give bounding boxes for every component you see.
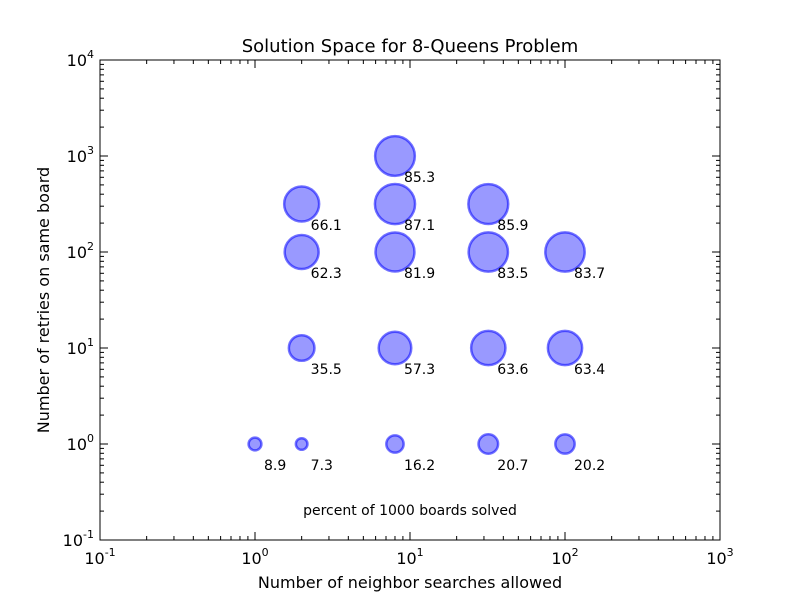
plot-frame xyxy=(99,59,721,541)
data-label: 57.3 xyxy=(404,362,435,378)
data-point xyxy=(467,182,510,226)
data-label: 87.1 xyxy=(404,218,435,234)
data-point xyxy=(467,231,510,273)
axis-ticks: 10-1 100 101 102 103 10-1 100 101 102 103 104 xyxy=(63,48,734,568)
data-point xyxy=(469,329,507,367)
data-label: 35.5 xyxy=(311,362,342,378)
data-point xyxy=(294,436,309,452)
y-tick-label: 104 xyxy=(67,48,94,70)
data-point xyxy=(477,432,500,456)
chart-annotation: percent of 1000 boards solved xyxy=(303,503,517,519)
plot-area xyxy=(99,59,721,541)
data-point xyxy=(377,330,413,366)
x-tick-label: 101 xyxy=(396,546,423,568)
data-point xyxy=(546,329,584,367)
y-tick-label: 10-1 xyxy=(63,528,94,550)
data-point xyxy=(247,436,263,452)
chart-title: Solution Space for 8-Queens Problem xyxy=(242,36,579,57)
data-points xyxy=(247,134,586,456)
data-label: 83.7 xyxy=(574,266,605,282)
data-point xyxy=(554,433,576,455)
x-axis-label: Number of neighbor searches allowed xyxy=(258,573,562,592)
x-tick-label: 102 xyxy=(551,546,578,568)
y-tick-label: 101 xyxy=(67,336,94,358)
data-label: 8.9 xyxy=(264,458,286,474)
data-point xyxy=(373,182,417,226)
x-tick-label: 100 xyxy=(241,546,268,568)
data-point xyxy=(287,333,316,363)
data-label: 85.9 xyxy=(497,218,528,234)
data-label: 66.1 xyxy=(311,218,342,234)
data-point xyxy=(374,231,416,273)
data-label: 20.7 xyxy=(497,458,528,474)
data-label: 85.3 xyxy=(404,170,435,186)
y-tick-label: 100 xyxy=(67,432,94,454)
data-labels: 8.9 7.3 16.2 20.7 20.2 35.5 57.3 63.6 63.4 62.3 81… xyxy=(264,170,605,474)
y-axis-label: Number of retries on same board xyxy=(34,167,53,433)
data-point xyxy=(544,231,586,273)
x-tick-label: 103 xyxy=(706,546,733,568)
data-label: 62.3 xyxy=(311,266,342,282)
data-label: 63.6 xyxy=(497,362,528,378)
data-point xyxy=(373,134,417,178)
y-tick-label: 102 xyxy=(67,240,94,262)
data-label: 20.2 xyxy=(574,458,605,474)
data-point xyxy=(385,434,405,454)
data-label: 16.2 xyxy=(404,458,435,474)
data-label: 7.3 xyxy=(311,458,333,474)
data-label: 63.4 xyxy=(574,362,605,378)
data-point xyxy=(282,185,321,223)
data-label: 81.9 xyxy=(404,266,435,282)
x-tick-label: 10-1 xyxy=(84,546,115,568)
data-point xyxy=(283,233,320,271)
y-tick-label: 103 xyxy=(67,144,94,166)
data-label: 83.5 xyxy=(497,266,528,282)
